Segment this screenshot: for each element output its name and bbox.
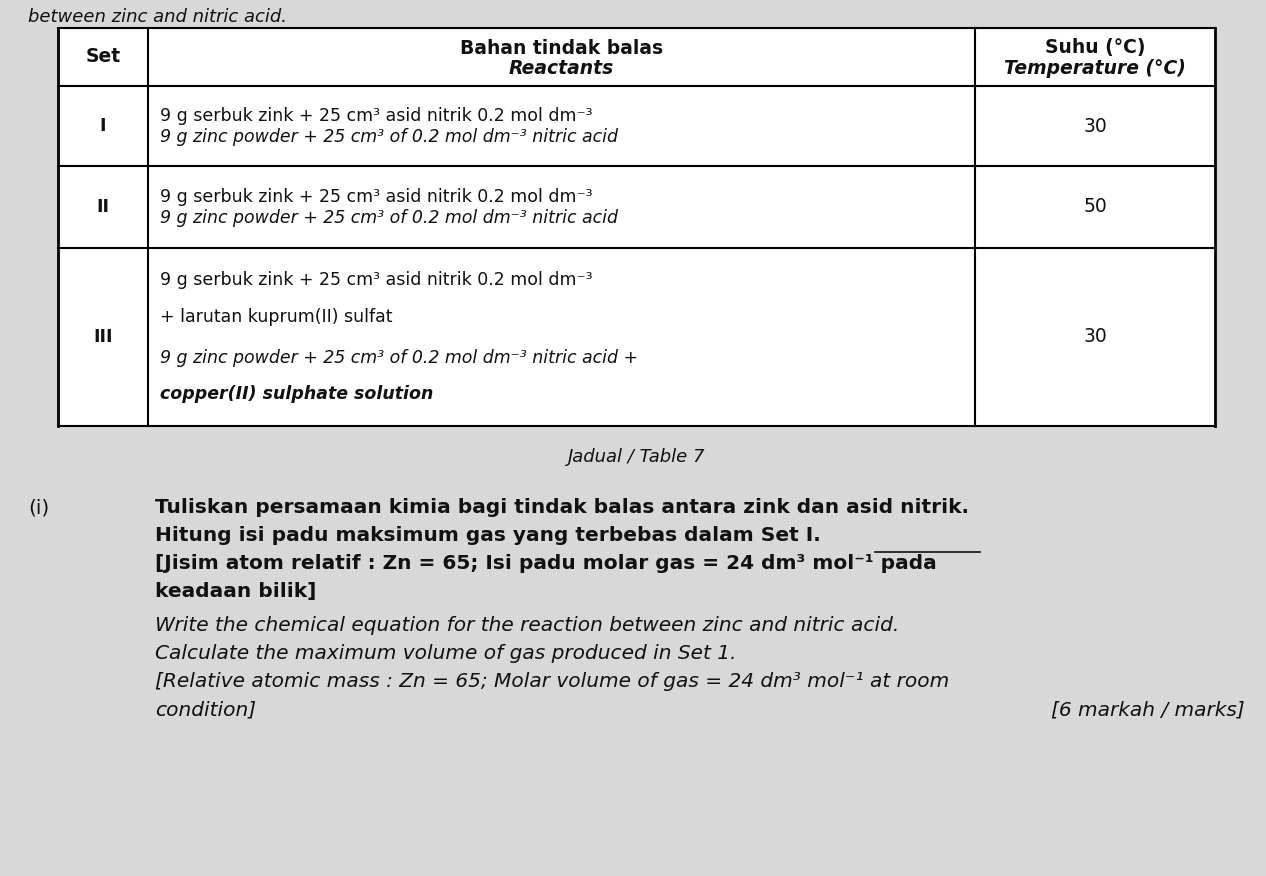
Text: Suhu (°C): Suhu (°C)	[1044, 39, 1146, 58]
Text: [Relative atomic mass : Zn = 65; Molar volume of gas = 24 dm³ mol⁻¹ at room: [Relative atomic mass : Zn = 65; Molar v…	[154, 672, 950, 691]
Text: between zinc and nitric acid.: between zinc and nitric acid.	[28, 8, 287, 26]
Text: [6 markah / marks]: [6 markah / marks]	[1051, 700, 1244, 719]
Text: Hitung isi padu maksimum gas yang terbebas dalam Set I.: Hitung isi padu maksimum gas yang terbeb…	[154, 526, 820, 545]
Text: 9 g zinc powder + 25 cm³ of 0.2 mol dm⁻³ nitric acid: 9 g zinc powder + 25 cm³ of 0.2 mol dm⁻³…	[160, 209, 618, 227]
Text: [Jisim atom relatif : Zn = 65; Isi padu molar gas = 24 dm³ mol⁻¹ pada: [Jisim atom relatif : Zn = 65; Isi padu …	[154, 554, 937, 573]
Text: 9 g zinc powder + 25 cm³ of 0.2 mol dm⁻³ nitric acid +: 9 g zinc powder + 25 cm³ of 0.2 mol dm⁻³…	[160, 350, 638, 367]
Text: Reactants: Reactants	[509, 59, 614, 77]
Text: keadaan bilik]: keadaan bilik]	[154, 582, 316, 601]
Text: Calculate the maximum volume of gas produced in Set 1.: Calculate the maximum volume of gas prod…	[154, 644, 737, 663]
Text: 9 g zinc powder + 25 cm³ of 0.2 mol dm⁻³ nitric acid: 9 g zinc powder + 25 cm³ of 0.2 mol dm⁻³…	[160, 128, 618, 146]
Text: Set: Set	[85, 47, 120, 67]
Text: III: III	[94, 328, 113, 346]
Text: Temperature (°C): Temperature (°C)	[1004, 59, 1186, 77]
Text: copper(II) sulphate solution: copper(II) sulphate solution	[160, 385, 433, 403]
Text: 9 g serbuk zink + 25 cm³ asid nitrik 0.2 mol dm⁻³: 9 g serbuk zink + 25 cm³ asid nitrik 0.2…	[160, 107, 592, 125]
Text: Tuliskan persamaan kimia bagi tindak balas antara zink dan asid nitrik.: Tuliskan persamaan kimia bagi tindak bal…	[154, 498, 968, 517]
Text: + larutan kuprum(II) sulfat: + larutan kuprum(II) sulfat	[160, 308, 392, 327]
Text: 9 g serbuk zink + 25 cm³ asid nitrik 0.2 mol dm⁻³: 9 g serbuk zink + 25 cm³ asid nitrik 0.2…	[160, 271, 592, 289]
Text: 50: 50	[1084, 197, 1106, 216]
Text: Jadual / Table 7: Jadual / Table 7	[567, 448, 705, 466]
Text: 9 g serbuk zink + 25 cm³ asid nitrik 0.2 mol dm⁻³: 9 g serbuk zink + 25 cm³ asid nitrik 0.2…	[160, 188, 592, 206]
Text: 30: 30	[1084, 117, 1106, 136]
Text: I: I	[100, 117, 106, 135]
Text: (i): (i)	[28, 498, 49, 517]
Text: 30: 30	[1084, 328, 1106, 347]
Text: Bahan tindak balas: Bahan tindak balas	[460, 39, 663, 58]
Text: Write the chemical equation for the reaction between zinc and nitric acid.: Write the chemical equation for the reac…	[154, 616, 899, 635]
Text: II: II	[96, 198, 109, 216]
Text: condition]: condition]	[154, 700, 256, 719]
Bar	[58, 28, 1215, 426]
